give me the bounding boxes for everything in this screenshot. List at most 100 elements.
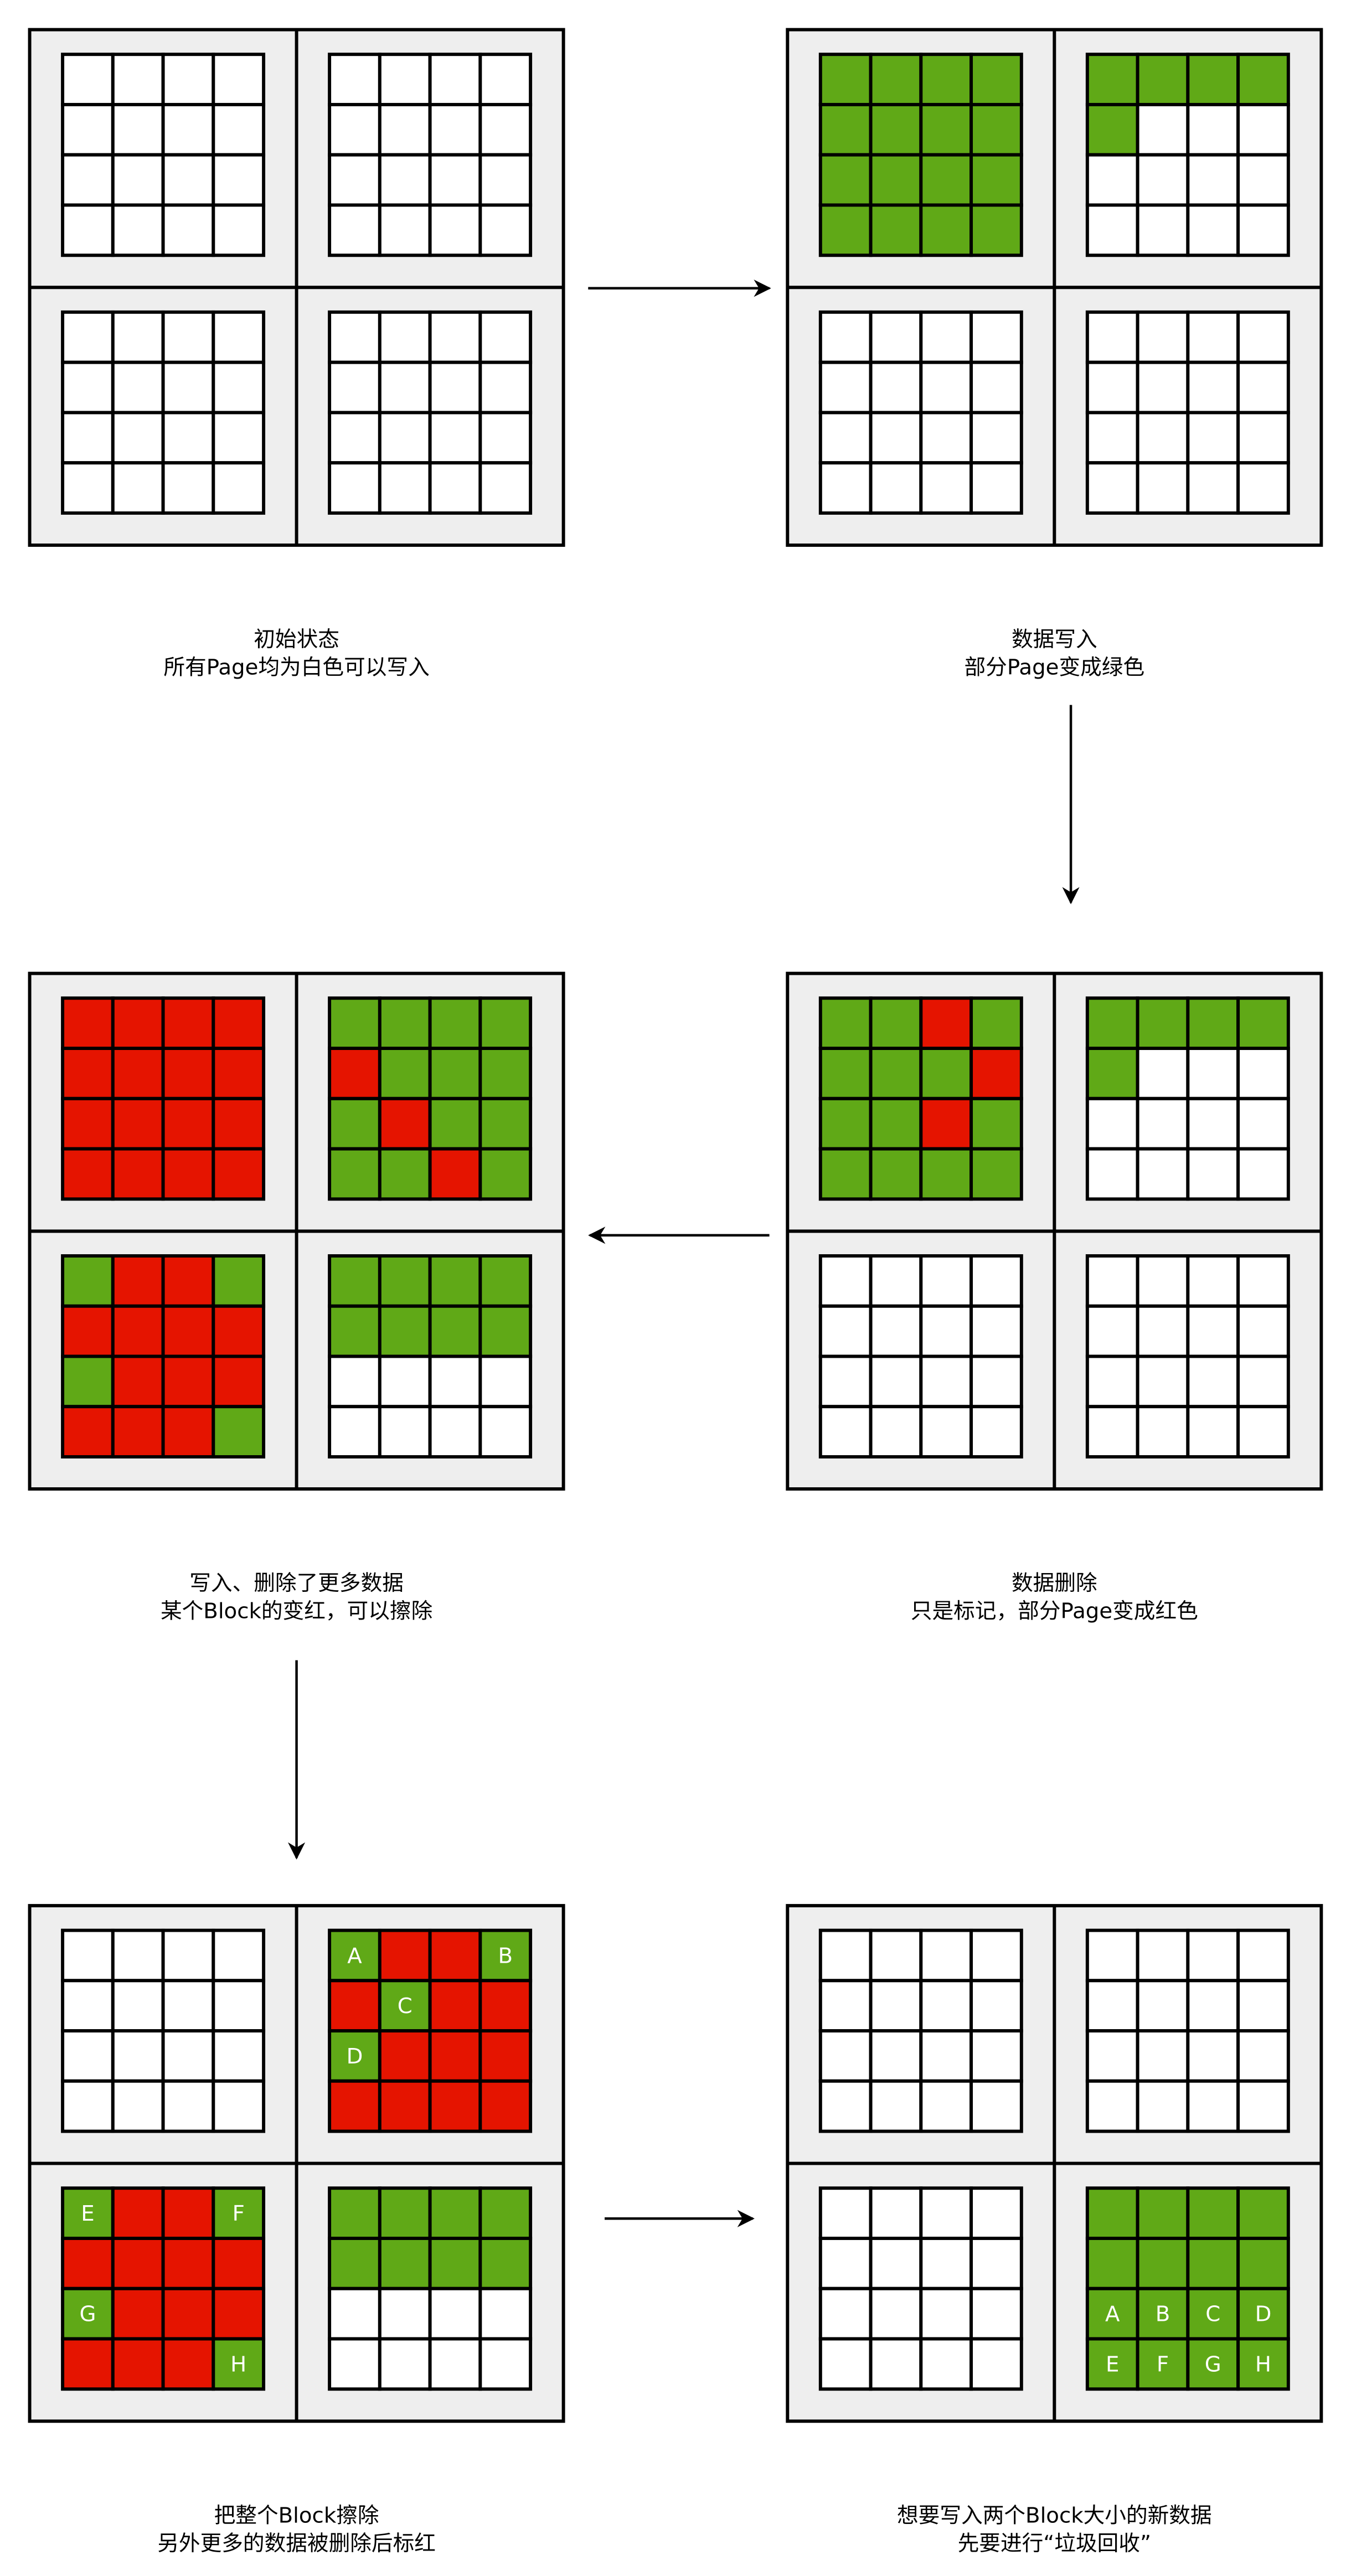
page-cell bbox=[328, 360, 381, 415]
caption: 部分Page变成绿色 bbox=[965, 655, 1145, 680]
page-cell bbox=[378, 153, 432, 207]
page-cell bbox=[869, 461, 923, 515]
page-cell bbox=[378, 360, 432, 415]
page-cell bbox=[161, 2186, 215, 2240]
page-cell bbox=[161, 1147, 215, 1201]
page-cell bbox=[161, 102, 215, 157]
page-cell bbox=[869, 203, 923, 257]
page-cell bbox=[1186, 310, 1240, 364]
page-cell bbox=[1085, 1096, 1139, 1151]
page-cell bbox=[1136, 2287, 1190, 2341]
page-cell bbox=[212, 2287, 266, 2341]
page-cell bbox=[111, 461, 165, 515]
page-cell bbox=[328, 153, 381, 207]
page-cell bbox=[212, 2337, 266, 2391]
page-cell bbox=[161, 1354, 215, 1409]
page-cell bbox=[111, 2237, 165, 2290]
page-cell bbox=[1236, 996, 1290, 1051]
page-cell bbox=[61, 1304, 115, 1358]
page-cell bbox=[161, 2079, 215, 2133]
page-cell bbox=[428, 2237, 482, 2290]
page-cell bbox=[969, 1354, 1023, 1409]
page-cell bbox=[869, 360, 923, 415]
page-cell bbox=[1136, 1047, 1190, 1100]
cell-label: F bbox=[1157, 2352, 1169, 2377]
page-cell bbox=[212, 1354, 266, 1409]
page-cell bbox=[478, 2186, 533, 2240]
page-cell bbox=[1136, 203, 1190, 257]
page-cell bbox=[869, 153, 923, 207]
page-cell bbox=[919, 411, 973, 465]
page-cell bbox=[428, 203, 482, 257]
page-cell bbox=[161, 1047, 215, 1100]
page-cell bbox=[328, 461, 381, 515]
page-cell bbox=[818, 2237, 873, 2290]
page-cell bbox=[111, 360, 165, 415]
page-cell bbox=[818, 1147, 873, 1201]
page-cell bbox=[1085, 996, 1139, 1051]
page-cell bbox=[378, 2029, 432, 2083]
page-cell bbox=[1085, 2186, 1139, 2240]
page-cell bbox=[1236, 1928, 1290, 1983]
page-cell bbox=[869, 1979, 923, 2033]
page-cell bbox=[161, 310, 215, 364]
page-cell bbox=[161, 1304, 215, 1358]
page-cell bbox=[919, 2337, 973, 2391]
page-cell bbox=[161, 1928, 215, 1983]
page-cell bbox=[1236, 1096, 1290, 1151]
page-cell bbox=[61, 1147, 115, 1201]
page-cell bbox=[378, 53, 432, 106]
page-cell bbox=[428, 1928, 482, 1983]
page-cell bbox=[61, 2287, 115, 2341]
page-cell bbox=[212, 2079, 266, 2133]
page-cell bbox=[919, 203, 973, 257]
page-cell bbox=[1136, 1096, 1190, 1151]
page-cell bbox=[1136, 2186, 1190, 2240]
page-cell bbox=[428, 53, 482, 106]
page-cell bbox=[818, 2287, 873, 2341]
page-cell bbox=[212, 996, 266, 1051]
page-cell bbox=[428, 1096, 482, 1151]
page-cell bbox=[1085, 153, 1139, 207]
page-cell bbox=[1085, 1928, 1139, 1983]
page-cell bbox=[818, 1979, 873, 2033]
page-cell bbox=[161, 461, 215, 515]
page-cell bbox=[378, 1354, 432, 1409]
page-cell bbox=[428, 153, 482, 207]
page-cell bbox=[428, 1147, 482, 1201]
page-cell bbox=[1236, 2079, 1290, 2133]
page-cell bbox=[61, 1928, 115, 1983]
page-cell bbox=[969, 996, 1023, 1051]
page-cell bbox=[1186, 1047, 1240, 1100]
page-cell bbox=[478, 1354, 533, 1409]
page-cell bbox=[328, 1979, 381, 2033]
page-cell bbox=[161, 1096, 215, 1151]
page-cell bbox=[1136, 53, 1190, 106]
page-cell bbox=[212, 102, 266, 157]
page-cell bbox=[1136, 1354, 1190, 1409]
page-cell bbox=[869, 2029, 923, 2083]
page-cell bbox=[1236, 2029, 1290, 2083]
page-cell bbox=[969, 2029, 1023, 2083]
page-cell bbox=[161, 2237, 215, 2290]
caption: 写入、删除了更多数据 bbox=[189, 1571, 404, 1596]
panel bbox=[786, 28, 1323, 547]
page-cell bbox=[1186, 411, 1240, 465]
page-cell bbox=[212, 203, 266, 257]
page-cell bbox=[61, 2029, 115, 2083]
page-cell bbox=[1136, 1928, 1190, 1983]
panel: A B C D E F G H bbox=[28, 1903, 565, 2423]
caption: 把整个Block擦除 bbox=[214, 2503, 379, 2528]
page-cell bbox=[328, 1405, 381, 1458]
page-cell bbox=[161, 996, 215, 1051]
page-cell bbox=[428, 1354, 482, 1409]
page-cell bbox=[818, 1405, 873, 1458]
page-cell bbox=[969, 1147, 1023, 1201]
cell-label: G bbox=[79, 2302, 96, 2327]
page-cell bbox=[478, 2079, 533, 2133]
cell-label: H bbox=[1255, 2352, 1271, 2377]
page-cell bbox=[478, 1147, 533, 1201]
page-cell bbox=[428, 2029, 482, 2083]
page-cell bbox=[378, 1254, 432, 1308]
page-cell bbox=[378, 203, 432, 257]
